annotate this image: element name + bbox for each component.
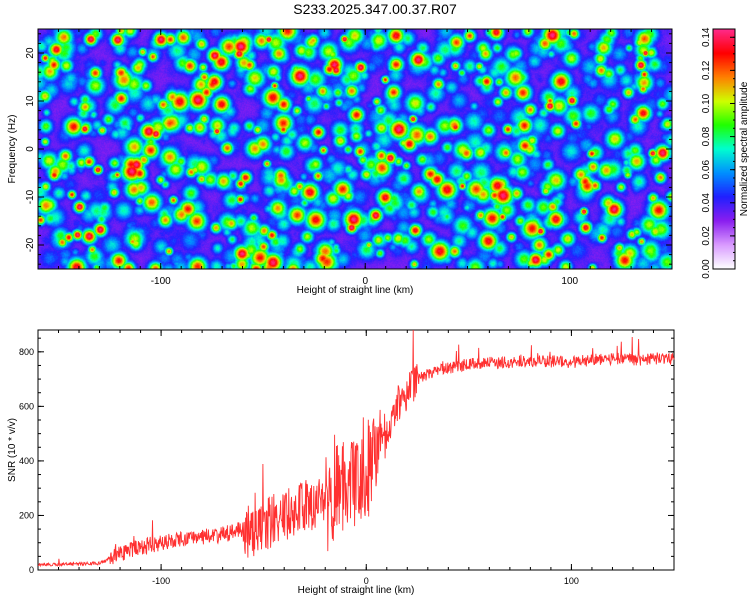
snr-x-ticks: -100 0 100 bbox=[37, 330, 675, 586]
colorbar-tick-label: 0.12 bbox=[701, 60, 712, 80]
colorbar-image bbox=[713, 29, 735, 269]
spectrogram-y-ticks: -20 -10 0 10 20 bbox=[25, 33, 672, 265]
spectrogram-y-tick-label: 10 bbox=[25, 95, 36, 107]
snr-x-tick-label: 100 bbox=[564, 576, 579, 586]
snr-x-tick-label: 0 bbox=[364, 576, 369, 586]
spectrogram-image bbox=[38, 29, 672, 269]
snr-x-axis-label: Height of straight line (km) bbox=[298, 585, 415, 596]
colorbar-tick-label: 0.04 bbox=[701, 193, 712, 213]
snr-y-tick-label: 400 bbox=[19, 456, 34, 466]
colorbar-tick-label: 0.14 bbox=[701, 27, 712, 47]
spectrogram-y-tick-label: -10 bbox=[25, 189, 36, 204]
spectrogram-x-tick-label: 100 bbox=[561, 276, 578, 287]
snr-y-ticks: 0 200 400 600 800 bbox=[19, 337, 674, 575]
colorbar-label: Normalized spectral amplitude bbox=[739, 81, 750, 216]
snr-y-tick-label: 0 bbox=[29, 565, 34, 575]
spectrogram-x-tick-label: -100 bbox=[151, 276, 171, 287]
colorbar-tick-label: 0.02 bbox=[701, 226, 712, 246]
spectrogram-y-tick-label: 0 bbox=[25, 146, 36, 152]
page-title: S233.2025.347.00.37.R07 bbox=[293, 1, 457, 17]
colorbar-axes: Normalized spectral amplitude bbox=[712, 28, 750, 270]
spectrogram-x-ticks: -100 0 100 bbox=[37, 29, 673, 287]
snr-x-tick-label: -100 bbox=[152, 576, 170, 586]
snr-axes: Height of straight line (km) SNR (10 * v… bbox=[7, 329, 675, 596]
snr-series-line bbox=[37, 329, 675, 568]
spectrogram-y-axis-label: Frequency (Hz) bbox=[7, 115, 18, 184]
colorbar-tick-label: 0.00 bbox=[701, 259, 712, 279]
spectrogram-x-tick-label: 0 bbox=[362, 276, 368, 287]
snr-y-tick-label: 800 bbox=[19, 347, 34, 357]
colorbar-ticks: 0.00 0.02 0.04 0.06 0.08 0.10 0.12 0.14 bbox=[701, 27, 735, 279]
spectrogram-y-tick-label: -20 bbox=[25, 237, 36, 252]
colorbar-tick-label: 0.08 bbox=[701, 126, 712, 146]
snr-y-tick-label: 200 bbox=[19, 510, 34, 520]
colorbar-tick-label: 0.06 bbox=[701, 160, 712, 180]
colorbar-tick-label: 0.10 bbox=[701, 93, 712, 113]
spectrogram-x-axis-label: Height of straight line (km) bbox=[297, 285, 414, 296]
snr-y-axis-label: SNR (10 * v/v) bbox=[7, 418, 18, 482]
snr-y-tick-label: 600 bbox=[19, 401, 34, 411]
spectrogram-y-tick-label: 20 bbox=[25, 47, 36, 59]
spectrogram-axes: Height of straight line (km) Frequency (… bbox=[7, 28, 673, 296]
